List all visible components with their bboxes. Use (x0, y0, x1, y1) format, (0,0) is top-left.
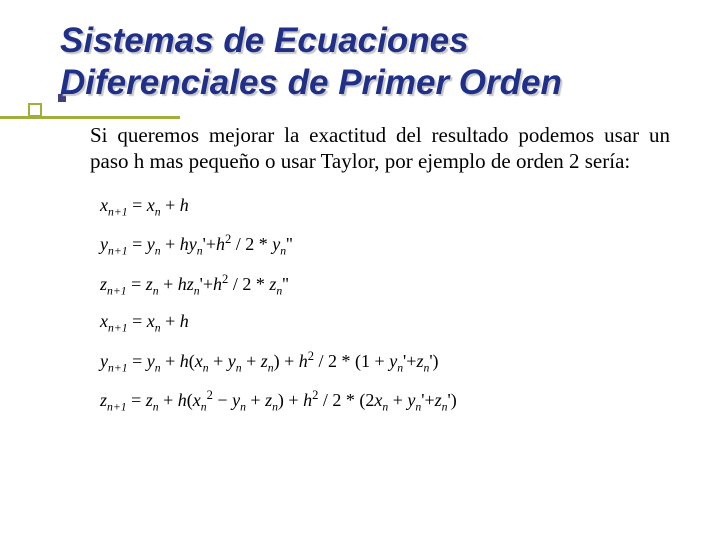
equation-6: zn+1 = zn + h(xn2 − yn + zn) + h2 / 2 * … (100, 388, 680, 414)
title-line-1: Sistemas de Ecuaciones (60, 21, 469, 60)
equation-4: xn+1 = xn + h (100, 311, 680, 335)
equation-list: xn+1 = xn + h yn+1 = yn + hyn'+h2 / 2 * … (100, 195, 680, 415)
decor-square (28, 103, 42, 117)
slide-title: Sistemas de Ecuaciones Diferenciales de … (60, 20, 680, 104)
equation-5: yn+1 = yn + h(xn + yn + zn) + h2 / 2 * (… (100, 349, 680, 375)
equation-1: xn+1 = xn + h (100, 195, 680, 219)
decor-line (0, 116, 180, 119)
slide-container: Sistemas de Ecuaciones Diferenciales de … (0, 0, 720, 540)
equation-3: zn+1 = zn + hzn'+h2 / 2 * zn'' (100, 272, 680, 298)
equation-2: yn+1 = yn + hyn'+h2 / 2 * yn'' (100, 232, 680, 258)
title-block: Sistemas de Ecuaciones Diferenciales de … (60, 20, 680, 104)
title-line-2: Diferenciales de Primer Orden (60, 63, 562, 102)
